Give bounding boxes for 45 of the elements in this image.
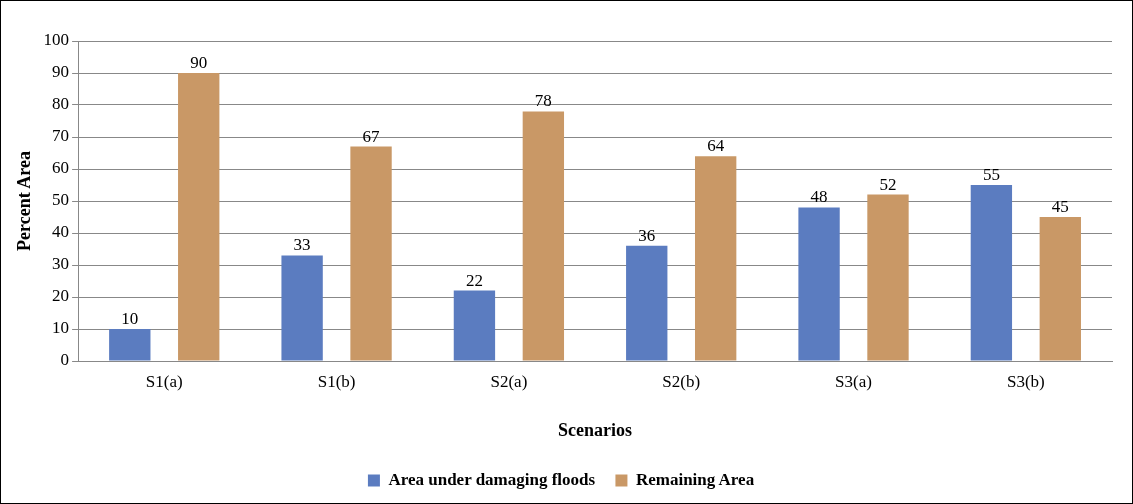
x-tick-label: S1(a) xyxy=(145,371,183,391)
data-label: 52 xyxy=(879,174,897,194)
y-tick-label: 50 xyxy=(52,190,70,210)
x-tick-label: S2(b) xyxy=(662,371,701,391)
x-tick-label: S3(b) xyxy=(1006,371,1045,391)
bar xyxy=(694,156,737,361)
bar xyxy=(1039,217,1081,361)
bar xyxy=(453,290,496,361)
y-tick-label: 90 xyxy=(52,62,70,82)
data-label: 22 xyxy=(465,270,483,290)
bar xyxy=(970,185,1013,361)
x-tick-label: S2(a) xyxy=(490,371,528,391)
y-axis-title: Percent Area xyxy=(14,151,35,251)
data-label: 45 xyxy=(1051,196,1069,216)
data-label: 90 xyxy=(190,52,208,72)
y-tick-label: 10 xyxy=(52,318,70,338)
legend-label: Area under damaging floods xyxy=(388,469,596,489)
x-tick-label: S1(b) xyxy=(317,371,356,391)
y-tick-label: 80 xyxy=(52,94,70,114)
bar xyxy=(281,255,323,361)
data-label: 10 xyxy=(121,308,139,328)
y-tick-label: 30 xyxy=(52,254,70,274)
y-tick-label: 100 xyxy=(43,30,70,50)
y-tick-label: 0 xyxy=(60,350,70,370)
y-tick-label: 20 xyxy=(52,286,70,306)
bar xyxy=(178,73,220,361)
bar xyxy=(522,111,565,361)
data-label: 78 xyxy=(534,91,552,111)
bar xyxy=(350,146,392,361)
bar xyxy=(626,245,668,361)
data-label: 67 xyxy=(362,126,381,146)
bar xyxy=(109,329,151,361)
y-tick-label: 60 xyxy=(52,158,70,178)
data-label: 55 xyxy=(982,164,1000,184)
x-axis-title: Scenarios xyxy=(558,419,633,440)
data-label: 48 xyxy=(810,187,828,207)
bar xyxy=(798,207,840,361)
data-label: 33 xyxy=(293,235,311,255)
data-label: 36 xyxy=(638,225,656,245)
x-tick-label: S3(a) xyxy=(835,371,872,391)
bar xyxy=(867,194,909,361)
y-tick-label: 70 xyxy=(52,126,70,146)
legend-label: Remaining Area xyxy=(635,469,755,489)
y-tick-label: 40 xyxy=(52,222,70,242)
data-label: 64 xyxy=(707,136,725,156)
